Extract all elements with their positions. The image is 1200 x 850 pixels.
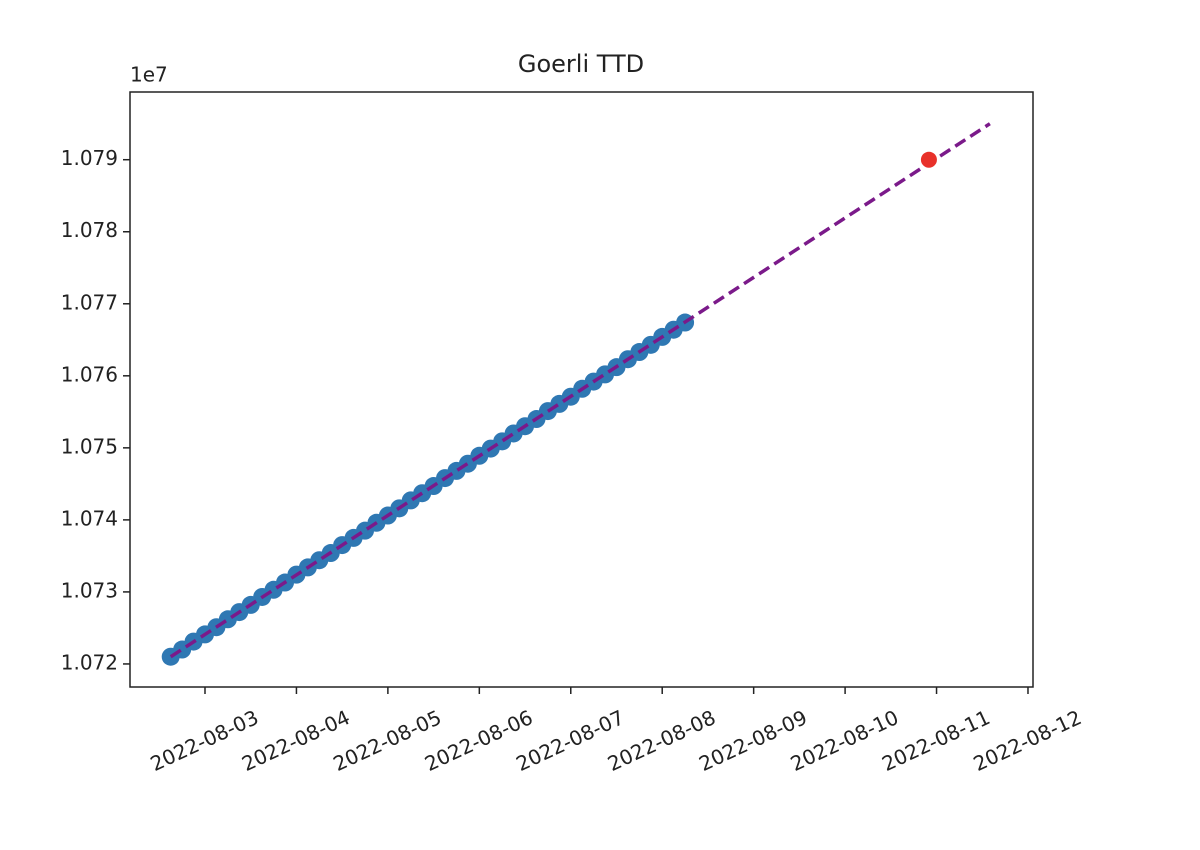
y-tick-label: 1.074 xyxy=(61,506,118,530)
y-tick-label: 1.072 xyxy=(61,650,118,674)
trend-line xyxy=(169,122,991,659)
y-tick-label: 1.078 xyxy=(61,218,118,242)
chart-title: Goerli TTD xyxy=(518,50,644,78)
y-tick-label: 1.077 xyxy=(61,290,118,314)
y-tick-label: 1.075 xyxy=(61,434,118,458)
y-tick-label: 1.076 xyxy=(61,362,118,386)
y-offset-label: 1e7 xyxy=(130,63,168,87)
y-tick-label: 1.079 xyxy=(61,146,118,170)
plot-frame xyxy=(129,91,1034,688)
y-tick-label: 1.073 xyxy=(61,578,118,602)
point xyxy=(920,151,937,168)
